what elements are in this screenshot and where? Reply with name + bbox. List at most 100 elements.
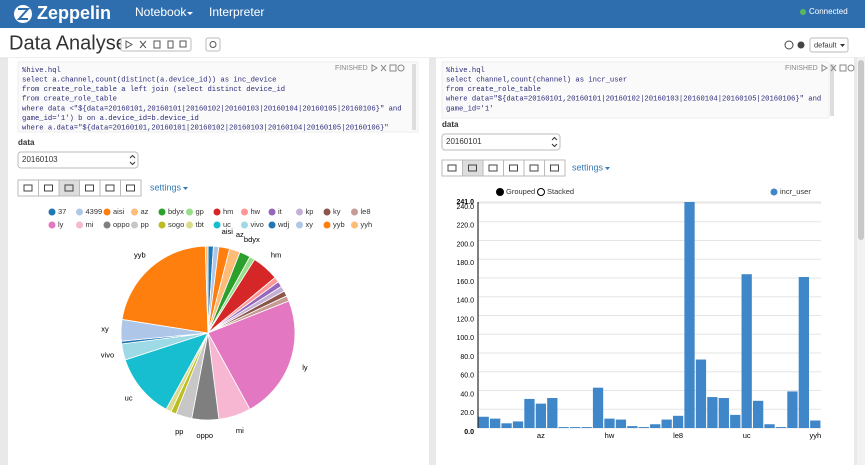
legend-label[interactable]: pp — [141, 220, 149, 229]
code-editor[interactable] — [441, 61, 830, 119]
legend-label[interactable]: az — [141, 207, 149, 216]
bar[interactable] — [604, 418, 615, 428]
chart-type-button[interactable] — [99, 179, 121, 197]
nav-interpreter[interactable]: Interpreter — [209, 5, 264, 19]
legend-swatch[interactable] — [351, 208, 358, 216]
bar[interactable] — [627, 426, 638, 428]
legend-label[interactable]: xy — [306, 220, 314, 229]
scrollbar[interactable] — [857, 58, 865, 465]
legend-swatch[interactable] — [268, 208, 276, 216]
legend-swatch[interactable] — [76, 208, 83, 216]
chart-type-button[interactable] — [482, 159, 504, 177]
bar[interactable] — [775, 427, 787, 428]
legend-label[interactable]: ly — [58, 220, 64, 229]
legend-label[interactable]: vivo — [251, 220, 264, 229]
param-select[interactable] — [441, 133, 561, 151]
chart-type-button[interactable] — [503, 159, 525, 177]
legend-swatch[interactable] — [770, 188, 778, 196]
interpreter-name[interactable]: default — [814, 40, 837, 49]
paragraph-control[interactable] — [389, 64, 397, 72]
bar[interactable] — [730, 414, 741, 428]
legend-swatch[interactable] — [213, 208, 221, 216]
paragraph-control[interactable] — [397, 64, 405, 72]
chart-type-button[interactable] — [58, 179, 80, 197]
bar[interactable] — [764, 424, 775, 428]
bar[interactable] — [650, 424, 661, 428]
legend-swatch[interactable] — [241, 221, 248, 229]
legend-label[interactable]: aisi — [113, 207, 125, 216]
chart-type-button[interactable] — [523, 159, 545, 177]
bar[interactable] — [535, 403, 547, 428]
mode-toggle[interactable] — [537, 188, 545, 196]
bar[interactable] — [752, 400, 764, 428]
legend-swatch[interactable] — [351, 221, 358, 229]
legend-swatch[interactable] — [76, 221, 83, 229]
bar[interactable] — [798, 277, 809, 428]
legend-label[interactable]: yyh — [361, 220, 373, 229]
legend-swatch[interactable] — [131, 208, 138, 216]
legend-label[interactable]: bdyx — [168, 207, 184, 216]
bar[interactable] — [661, 419, 672, 428]
mode-toggle[interactable] — [496, 188, 504, 196]
legend-swatch[interactable] — [296, 221, 303, 229]
paragraph-control[interactable] — [371, 64, 378, 72]
mode-label[interactable]: Stacked — [547, 187, 574, 196]
bar[interactable] — [741, 274, 752, 428]
legend-label[interactable]: tbt — [196, 220, 205, 229]
legend-label[interactable]: le8 — [361, 207, 371, 216]
bar[interactable] — [501, 423, 512, 428]
chart-type-button[interactable] — [462, 159, 484, 177]
chart-type-button[interactable] — [441, 159, 463, 177]
bar[interactable] — [547, 397, 558, 428]
paragraph-control[interactable] — [380, 64, 387, 72]
legend-swatch[interactable] — [323, 208, 331, 216]
bar[interactable] — [615, 419, 627, 428]
bar[interactable] — [558, 427, 569, 428]
bar[interactable] — [570, 427, 581, 428]
param-select[interactable] — [17, 151, 139, 169]
bar[interactable] — [707, 397, 718, 428]
bar[interactable] — [672, 415, 684, 428]
legend-label[interactable]: uc — [223, 220, 231, 229]
bar[interactable] — [787, 391, 798, 428]
scroll-thumb[interactable] — [858, 60, 864, 240]
legend-swatch[interactable] — [323, 221, 331, 229]
paragraph-control[interactable] — [821, 64, 828, 72]
legend-swatch[interactable] — [186, 221, 193, 229]
legend-label[interactable]: 4399 — [86, 207, 103, 216]
legend-label[interactable]: hw — [251, 207, 261, 216]
legend-swatch[interactable] — [48, 221, 56, 229]
chart-type-button[interactable] — [120, 179, 142, 197]
legend-label[interactable]: wdj — [277, 220, 290, 229]
paragraph-control[interactable] — [839, 64, 847, 72]
bar[interactable] — [524, 398, 535, 428]
bar[interactable] — [638, 427, 649, 428]
nav-notebook[interactable]: Notebook — [135, 5, 187, 19]
legend-swatch[interactable] — [103, 221, 111, 229]
chart-type-button[interactable] — [544, 159, 566, 177]
legend-swatch[interactable] — [268, 221, 276, 229]
legend-swatch[interactable] — [241, 208, 248, 216]
paragraph-control[interactable] — [847, 64, 855, 72]
bar[interactable] — [810, 420, 821, 428]
bar[interactable] — [512, 421, 524, 428]
legend-swatch[interactable] — [158, 208, 166, 216]
note-actions[interactable] — [120, 37, 221, 52]
legend-label[interactable]: hm — [223, 207, 233, 216]
bar[interactable] — [490, 418, 501, 428]
paragraph-control[interactable] — [830, 64, 837, 72]
settings-toggle[interactable]: settings — [572, 162, 604, 172]
legend-label[interactable]: kp — [306, 207, 314, 216]
legend-label[interactable]: oppo — [113, 220, 130, 229]
legend-label[interactable]: 37 — [58, 207, 66, 216]
legend-label[interactable]: mi — [86, 220, 94, 229]
legend-label[interactable]: sogo — [168, 220, 184, 229]
legend-label[interactable]: gp — [196, 207, 204, 216]
legend-swatch[interactable] — [48, 208, 56, 216]
bar[interactable] — [718, 397, 729, 428]
legend-label[interactable]: ky — [333, 207, 341, 216]
legend-label[interactable]: yyb — [333, 220, 345, 229]
legend-label[interactable]: incr_user — [780, 187, 811, 196]
header-icons[interactable] — [784, 40, 805, 50]
interpreter-select[interactable] — [809, 37, 849, 53]
